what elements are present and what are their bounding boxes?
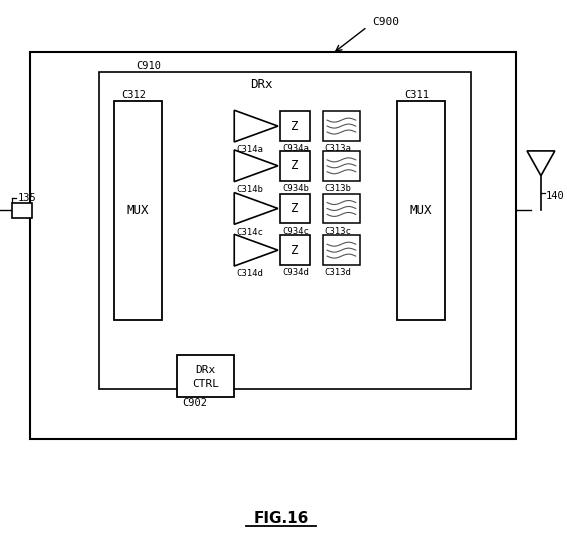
Polygon shape	[234, 150, 278, 182]
Text: C934d: C934d	[282, 268, 309, 277]
Text: C902: C902	[183, 398, 208, 408]
Bar	[12, 203, 32, 218]
Text: Z: Z	[291, 159, 299, 172]
Bar	[323, 111, 360, 141]
Text: FIG.16: FIG.16	[253, 510, 308, 526]
Polygon shape	[527, 151, 555, 176]
Text: DRx: DRx	[250, 78, 272, 91]
Text: C313b: C313b	[324, 184, 352, 193]
Text: C910: C910	[136, 61, 161, 71]
Text: C314d: C314d	[236, 269, 263, 279]
Text: C313d: C313d	[324, 268, 352, 277]
Text: C313a: C313a	[324, 144, 352, 154]
Text: C934a: C934a	[282, 144, 309, 154]
Text: Z: Z	[291, 202, 299, 215]
Bar	[280, 194, 310, 223]
Text: C314a: C314a	[236, 146, 263, 154]
Text: 140: 140	[546, 191, 565, 200]
Polygon shape	[234, 234, 278, 266]
Text: CTRL: CTRL	[192, 379, 219, 389]
Bar	[114, 102, 162, 320]
Text: DRx: DRx	[195, 365, 215, 375]
Bar	[323, 151, 360, 181]
Text: MUX: MUX	[409, 204, 432, 217]
Text: Z: Z	[291, 119, 299, 132]
Bar	[99, 72, 471, 389]
Text: C314c: C314c	[236, 228, 263, 237]
Polygon shape	[234, 193, 278, 224]
Text: C934b: C934b	[282, 184, 309, 193]
Bar	[280, 235, 310, 265]
Bar	[280, 151, 310, 181]
Text: C900: C900	[372, 17, 399, 27]
Bar	[323, 194, 360, 223]
Text: C314b: C314b	[236, 185, 263, 194]
Text: Z: Z	[291, 244, 299, 257]
Bar	[30, 52, 516, 439]
Bar	[280, 111, 310, 141]
Text: C311: C311	[404, 90, 429, 100]
Text: MUX: MUX	[126, 204, 149, 217]
Text: C934c: C934c	[282, 227, 309, 236]
Bar	[397, 102, 445, 320]
Text: 135: 135	[18, 193, 37, 203]
Bar	[177, 355, 234, 397]
Text: C313c: C313c	[324, 227, 352, 236]
Polygon shape	[234, 110, 278, 142]
Bar	[323, 235, 360, 265]
Text: C312: C312	[121, 90, 146, 100]
